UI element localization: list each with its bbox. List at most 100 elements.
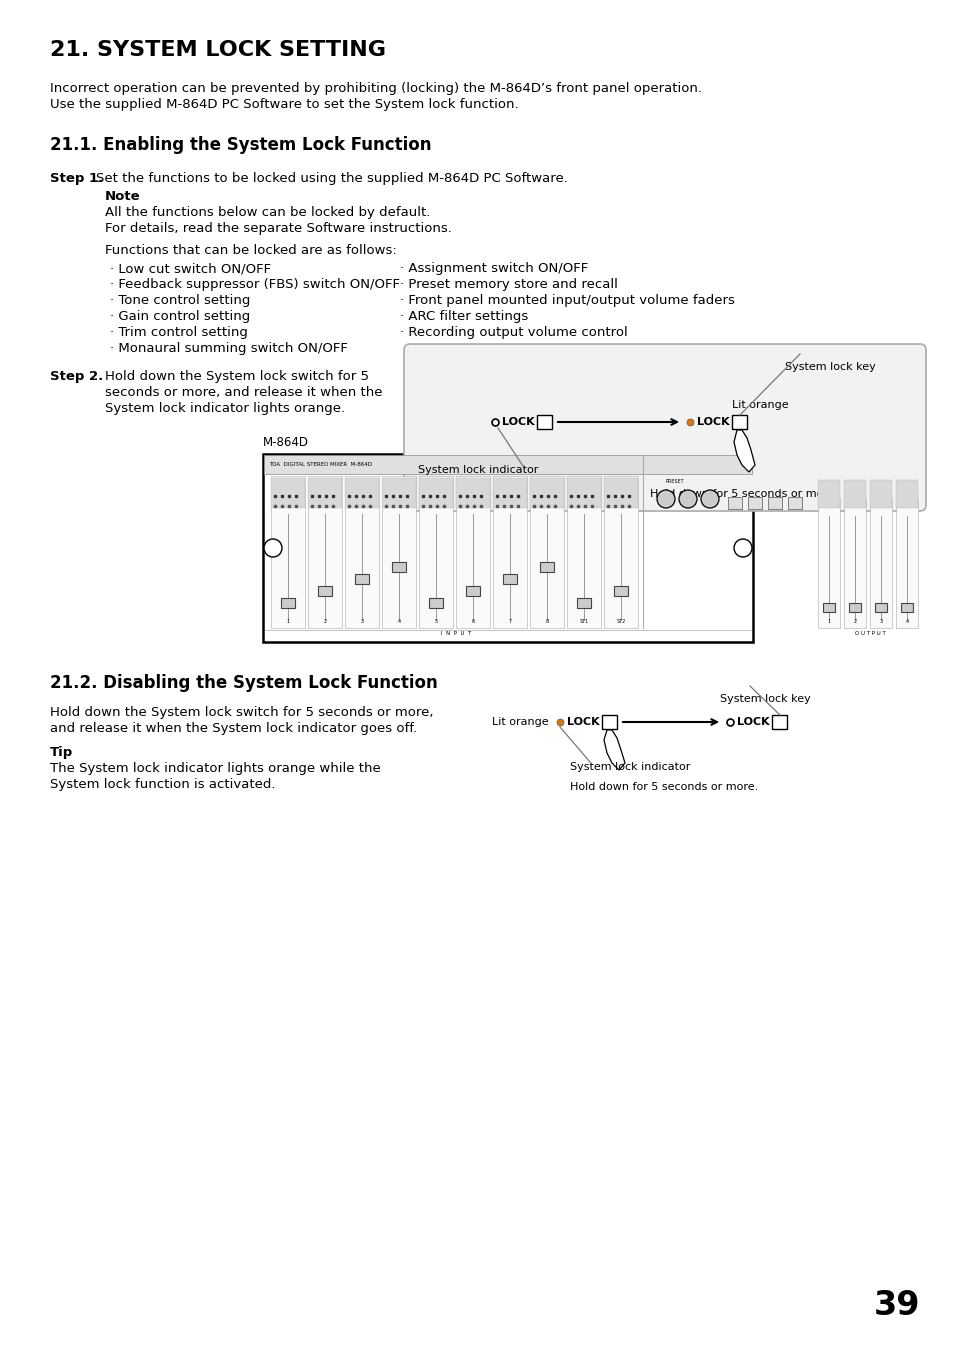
Text: and release it when the System lock indicator goes off.: and release it when the System lock indi… xyxy=(50,722,416,734)
Bar xyxy=(502,574,517,585)
Bar xyxy=(456,477,490,628)
Text: LOCK: LOCK xyxy=(697,417,729,427)
Bar xyxy=(817,481,840,508)
Bar xyxy=(281,598,294,608)
Bar xyxy=(530,477,563,628)
Bar xyxy=(771,716,786,729)
Text: Set the functions to be locked using the supplied M-864D PC Software.: Set the functions to be locked using the… xyxy=(96,171,567,185)
Text: LOCK: LOCK xyxy=(737,717,769,728)
Text: ST1: ST1 xyxy=(578,620,588,624)
Circle shape xyxy=(657,490,675,508)
Text: 3: 3 xyxy=(879,620,882,624)
Text: Hold down the System lock switch for 5: Hold down the System lock switch for 5 xyxy=(105,370,369,383)
Bar xyxy=(817,498,840,628)
Bar xyxy=(848,603,861,612)
Bar xyxy=(493,477,526,628)
Bar xyxy=(614,586,627,595)
Text: All the functions below can be locked by default.: All the functions below can be locked by… xyxy=(105,207,430,219)
Bar xyxy=(869,481,891,508)
Bar xyxy=(822,603,834,612)
Text: I  N  P  U  T: I N P U T xyxy=(440,630,471,636)
Text: Hold down the System lock switch for 5 seconds or more,: Hold down the System lock switch for 5 s… xyxy=(50,706,433,720)
Bar xyxy=(869,498,891,628)
Text: 21.2. Disabling the System Lock Function: 21.2. Disabling the System Lock Function xyxy=(50,674,437,693)
Bar xyxy=(418,478,453,508)
FancyBboxPatch shape xyxy=(403,344,925,512)
Text: Tip: Tip xyxy=(50,747,73,759)
Text: · Gain control setting: · Gain control setting xyxy=(110,310,250,323)
Bar xyxy=(465,586,479,595)
Bar xyxy=(603,477,638,628)
Text: System lock indicator: System lock indicator xyxy=(417,464,537,475)
Bar xyxy=(381,478,416,508)
Bar xyxy=(263,454,752,643)
Bar xyxy=(577,598,590,608)
Bar xyxy=(787,497,801,509)
Bar xyxy=(843,498,865,628)
Bar xyxy=(566,477,600,628)
Text: · Recording output volume control: · Recording output volume control xyxy=(399,325,627,339)
Text: 1: 1 xyxy=(826,620,830,624)
Text: 39: 39 xyxy=(873,1289,919,1322)
Text: Step 2.: Step 2. xyxy=(50,370,103,383)
Text: 4: 4 xyxy=(397,620,400,624)
Text: Functions that can be locked are as follows:: Functions that can be locked are as foll… xyxy=(105,244,396,256)
Text: Lit orange: Lit orange xyxy=(492,717,548,728)
Text: 6: 6 xyxy=(471,620,474,624)
Text: TOA  DIGITAL STEREO MIXER  M-864D: TOA DIGITAL STEREO MIXER M-864D xyxy=(269,463,372,467)
Bar xyxy=(601,716,617,729)
Text: 2: 2 xyxy=(853,620,856,624)
Bar xyxy=(537,414,552,429)
Text: · Assignment switch ON/OFF: · Assignment switch ON/OFF xyxy=(399,262,588,275)
Text: 5: 5 xyxy=(434,620,437,624)
Polygon shape xyxy=(603,730,624,769)
Bar xyxy=(895,481,917,508)
Bar xyxy=(418,477,453,628)
Bar xyxy=(767,497,781,509)
Text: System lock indicator lights orange.: System lock indicator lights orange. xyxy=(105,402,345,414)
Bar xyxy=(264,455,751,474)
Bar xyxy=(603,478,638,508)
Text: 7: 7 xyxy=(508,620,511,624)
Text: PRESET: PRESET xyxy=(665,479,684,485)
Bar xyxy=(731,414,746,429)
Text: ST2: ST2 xyxy=(616,620,625,624)
Bar xyxy=(456,478,490,508)
Text: For details, read the separate Software instructions.: For details, read the separate Software … xyxy=(105,221,452,235)
Text: 4: 4 xyxy=(904,620,907,624)
Text: Incorrect operation can be prevented by prohibiting (locking) the M-864D’s front: Incorrect operation can be prevented by … xyxy=(50,82,701,94)
Text: · ARC filter settings: · ARC filter settings xyxy=(399,310,528,323)
Text: Lit orange: Lit orange xyxy=(731,400,788,410)
Text: 2: 2 xyxy=(323,620,326,624)
Bar xyxy=(747,497,761,509)
Circle shape xyxy=(700,490,719,508)
Text: System lock key: System lock key xyxy=(720,694,810,703)
Text: System lock indicator: System lock indicator xyxy=(569,761,690,772)
Circle shape xyxy=(264,539,282,558)
Bar xyxy=(429,598,442,608)
Bar xyxy=(727,497,741,509)
Text: LOCK: LOCK xyxy=(501,417,534,427)
Bar xyxy=(392,562,406,572)
Text: 3: 3 xyxy=(360,620,363,624)
Bar xyxy=(874,603,886,612)
Text: · Feedback suppressor (FBS) switch ON/OFF: · Feedback suppressor (FBS) switch ON/OF… xyxy=(110,278,399,292)
Text: · Front panel mounted input/output volume faders: · Front panel mounted input/output volum… xyxy=(399,294,734,306)
Circle shape xyxy=(733,539,751,558)
Text: Use the supplied M-864D PC Software to set the System lock function.: Use the supplied M-864D PC Software to s… xyxy=(50,99,518,111)
Bar xyxy=(271,477,305,628)
Bar xyxy=(493,478,526,508)
Text: Hold down for 5 seconds or more.: Hold down for 5 seconds or more. xyxy=(649,489,838,500)
Text: The System lock indicator lights orange while the: The System lock indicator lights orange … xyxy=(50,761,380,775)
Text: 21. SYSTEM LOCK SETTING: 21. SYSTEM LOCK SETTING xyxy=(50,40,386,59)
Bar xyxy=(895,498,917,628)
Bar xyxy=(345,477,378,628)
Text: · Tone control setting: · Tone control setting xyxy=(110,294,250,306)
Bar xyxy=(308,478,341,508)
Bar xyxy=(843,481,865,508)
Bar xyxy=(355,574,369,585)
Circle shape xyxy=(679,490,697,508)
Bar xyxy=(381,477,416,628)
Text: · Low cut switch ON/OFF: · Low cut switch ON/OFF xyxy=(110,262,271,275)
Text: 8: 8 xyxy=(545,620,548,624)
